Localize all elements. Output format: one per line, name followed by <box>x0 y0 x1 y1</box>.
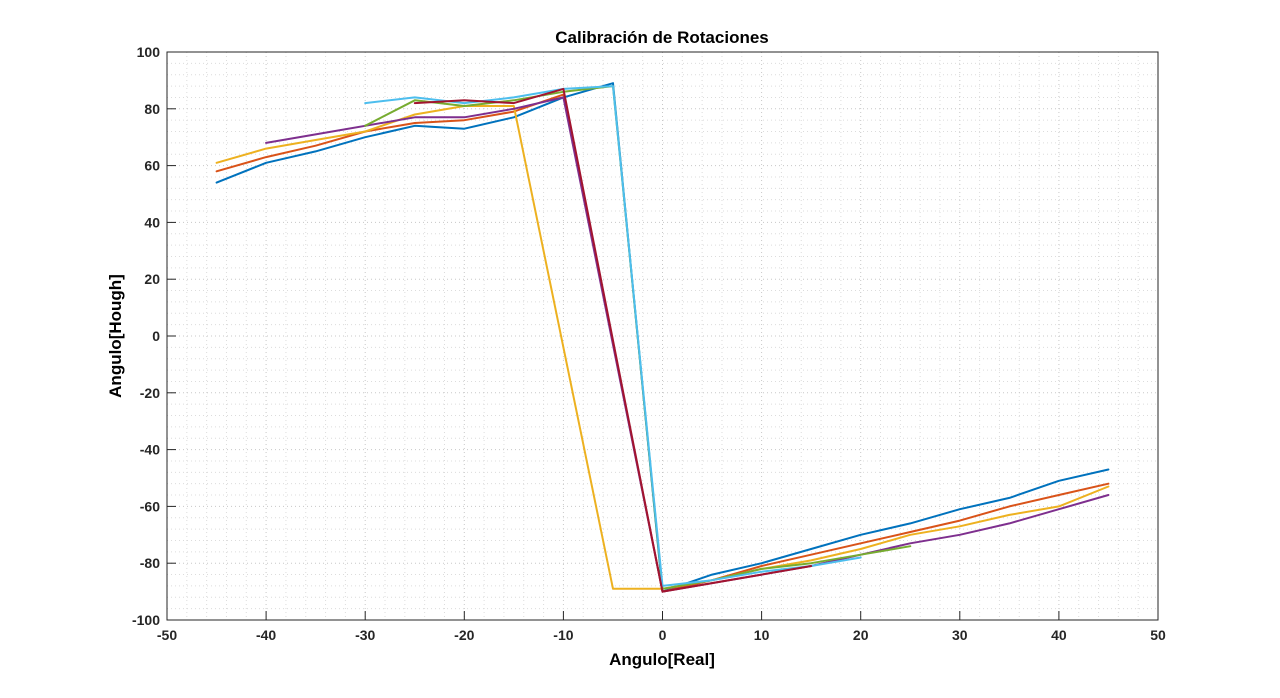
axis-ticks: -50 -40 -30 -20 -10 0 10 20 30 40 50-100-80-60-40-… <box>132 44 1166 643</box>
y-tick-label: -80 <box>140 555 160 571</box>
y-tick-label: -40 <box>140 442 160 458</box>
x-tick-label: -30 <box>355 627 375 643</box>
x-tick-label: -10 <box>553 627 573 643</box>
x-axis-label: Angulo[Real] <box>609 650 715 669</box>
grid <box>166 51 1159 621</box>
x-tick-label: 30 <box>952 627 968 643</box>
y-tick-label: 100 <box>137 44 161 60</box>
y-tick-label: -100 <box>132 612 160 628</box>
x-tick-label: 0 <box>659 627 667 643</box>
y-tick-label: 60 <box>144 158 160 174</box>
x-tick-label: 10 <box>754 627 770 643</box>
series-lines <box>215 82 1110 593</box>
y-tick-label: 20 <box>144 271 160 287</box>
x-tick-label: -20 <box>454 627 474 643</box>
y-tick-label: 40 <box>144 214 160 230</box>
x-tick-label: -50 <box>157 627 177 643</box>
y-tick-label: -20 <box>140 385 160 401</box>
y-tick-label: 80 <box>144 101 160 117</box>
y-axis-label: Angulo[Hough] <box>106 274 125 398</box>
x-tick-label: 20 <box>853 627 869 643</box>
x-tick-label: 40 <box>1051 627 1067 643</box>
chart-title: Calibración de Rotaciones <box>555 28 769 47</box>
series-line-7 <box>413 87 813 593</box>
y-tick-label: 0 <box>152 328 160 344</box>
x-tick-label: 50 <box>1150 627 1166 643</box>
x-tick-label: -40 <box>256 627 276 643</box>
y-tick-label: -60 <box>140 498 160 514</box>
